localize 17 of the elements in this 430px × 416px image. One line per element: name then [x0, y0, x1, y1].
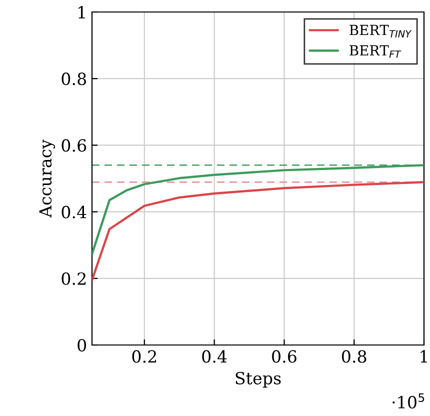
y-tick-label: 0.4: [62, 206, 86, 218]
x-axis-title: Steps: [236, 372, 281, 388]
legend-label: BERT$_{FT}$: [350, 45, 402, 58]
y-tick-label: 1: [78, 6, 85, 18]
y-tick-label: 0: [78, 338, 86, 352]
line-series: [92, 181, 424, 282]
text: ·10$^{5}$: [392, 393, 424, 408]
y-tick-label: 0.8: [62, 72, 86, 86]
x-tick-label: 0.4: [202, 350, 227, 363]
y-axis-title: Accuracy: [39, 140, 56, 218]
x-tick-label: 0.2: [132, 350, 156, 363]
x-tick-label: 0.6: [272, 350, 296, 363]
x-tick-label: 0.8: [342, 350, 366, 363]
x-tick-label: 1: [420, 350, 427, 363]
y-tick-label: 0.6: [62, 139, 86, 152]
y-tick-label: 0.2: [62, 272, 86, 285]
legend-label: BERT$_{TINY}$: [350, 24, 412, 38]
